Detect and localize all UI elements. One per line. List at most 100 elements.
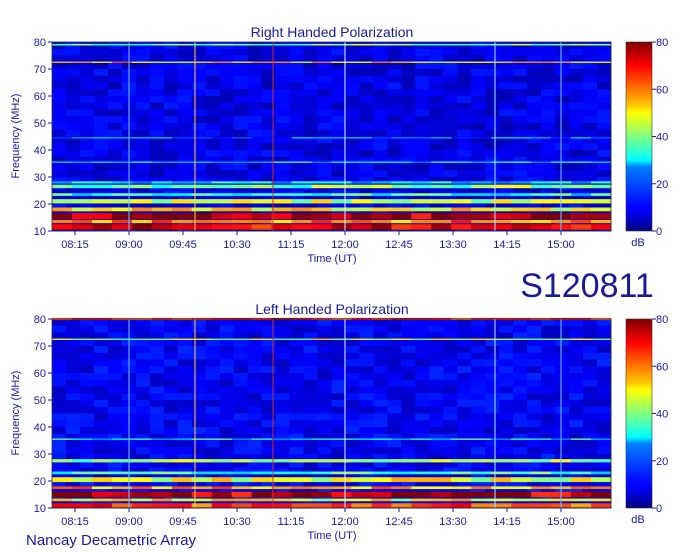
heatmap-cell [275,373,291,381]
heatmap-cell [177,373,193,381]
heatmap-cell [359,62,374,70]
heatmap-cell [135,413,151,421]
heatmap-cell [415,427,430,435]
heatmap-cell [541,332,556,340]
heatmap-cell [415,400,430,408]
heatmap-cell [401,69,416,77]
heatmap-cell [359,454,374,462]
heatmap-cell [163,420,179,428]
frequency-band [271,193,293,196]
heatmap-cell [569,82,584,90]
frequency-band [471,491,492,498]
colorbar-tick-label: 60 [656,361,668,373]
frequency-band [511,184,532,189]
heatmap-cell [583,339,598,347]
heatmap-cell [79,386,95,394]
heatmap-cell [401,42,416,50]
frequency-band [391,219,412,224]
frequency-band [511,61,532,63]
heatmap-cell [331,143,346,151]
heatmap-cell [583,346,598,354]
heatmap-cell [163,170,179,178]
frequency-band [331,199,352,204]
heatmap-cell [597,447,612,455]
heatmap-cell [205,163,221,171]
heatmap-cell [401,163,416,171]
heatmap-cell [233,96,249,104]
heatmap-cell [443,413,458,421]
heatmap-cell [387,467,402,475]
frequency-band [431,199,452,204]
heatmap-cell [163,427,179,435]
heatmap-cell [261,413,277,421]
heatmap-cell [247,460,263,468]
heatmap-cell [247,339,263,347]
heatmap-cell [527,400,542,408]
heatmap-cell [205,325,221,333]
heatmap-cell [583,89,598,97]
heatmap-cell [597,129,612,137]
heatmap-cell [65,332,81,340]
heatmap-cell [513,339,528,347]
colorbar-gradient [625,318,653,509]
heatmap-cell [303,116,319,124]
heatmap-cell [471,379,486,387]
y-tick-label: 40 [34,145,46,157]
frequency-band [411,503,432,508]
heatmap-cell [513,156,528,164]
heatmap-cell [93,332,109,340]
heatmap-cell [93,366,109,374]
frequency-band [211,477,233,483]
heatmap-cell [303,494,319,502]
frequency-band [531,224,552,230]
heatmap-cell [415,447,430,455]
heatmap-cell [387,48,402,56]
heatmap-cell [401,400,416,408]
frequency-band [351,459,372,463]
heatmap-cell [317,102,332,110]
frequency-band [351,471,372,475]
heatmap-cell [387,413,402,421]
frequency-band [71,471,93,475]
frequency-band [291,477,313,483]
heatmap-cell [93,460,109,468]
heatmap-cell [219,481,235,489]
heatmap-cell [443,319,458,327]
heatmap-cell [513,319,528,327]
heatmap-cell [177,69,193,77]
heatmap-cell [135,170,151,178]
heatmap-cell [219,82,235,90]
frequency-band [531,459,552,463]
heatmap-cell [107,420,123,428]
heatmap-cell [331,96,346,104]
heatmap-cell [107,55,123,63]
heatmap-cell [359,339,374,347]
frequency-band [511,491,532,498]
frequency-band [131,213,153,220]
frequency-band [331,491,352,498]
frequency-band [351,161,372,163]
heatmap-cell [429,150,444,158]
frequency-band [231,498,253,502]
frequency-band [371,219,392,224]
heatmap-cell [555,170,570,178]
heatmap-cell [499,96,514,104]
heatmap-cell [149,352,165,360]
heatmap-cell [513,352,528,360]
frequency-band [351,199,372,204]
heatmap-cell [205,447,221,455]
heatmap-cell [415,386,430,394]
frequency-band [451,184,472,189]
heatmap-cell [401,129,416,137]
heatmap-cell [163,116,179,124]
heatmap-cell [471,454,486,462]
heatmap-cell [387,379,402,387]
frequency-band [351,503,372,508]
heatmap-cell [387,150,402,158]
heatmap-cell [135,460,151,468]
heatmap-cell [247,366,263,374]
frequency-band [151,184,173,189]
frequency-band [451,477,472,483]
frequency-band [511,486,532,490]
frequency-band [591,224,612,230]
